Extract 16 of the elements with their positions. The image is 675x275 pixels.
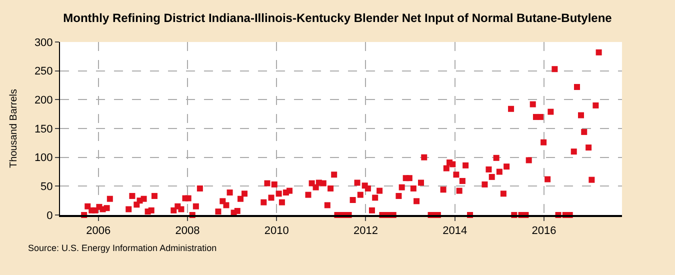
y-tick-label: 0 — [46, 210, 53, 222]
y-axis-title: Thousand Barrels — [8, 89, 20, 168]
x-tick-label: 2012 — [354, 224, 378, 237]
x-tick-label: 2008 — [175, 224, 200, 237]
x-tick-label: 2016 — [532, 224, 556, 237]
x-tick-label: 2010 — [264, 224, 289, 237]
y-tick-label: 100 — [34, 152, 53, 164]
x-tick-label: 2014 — [442, 224, 468, 237]
y-tick-label: 250 — [34, 66, 53, 78]
chart-title: Monthly Refining District Indiana-Illinois-Kentucky Blender Net Input of Normal Butane-Butylene — [63, 11, 612, 26]
y-tick-label: 300 — [34, 36, 53, 49]
y-tick-label: 50 — [40, 181, 53, 194]
source-note: Source: U.S. Energy Information Administration — [28, 243, 217, 253]
x-tick-label: 2006 — [86, 224, 111, 237]
y-tick-label: 150 — [34, 123, 53, 136]
y-tick-label: 200 — [34, 94, 53, 107]
